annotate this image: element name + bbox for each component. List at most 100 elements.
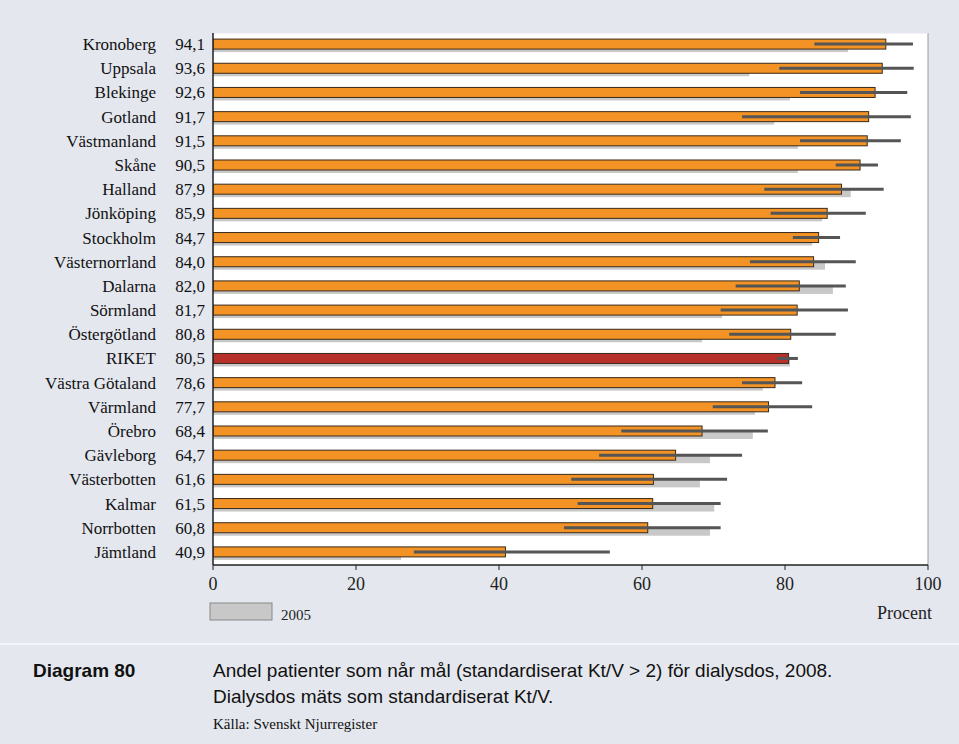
- background: [0, 0, 959, 744]
- error-bar: [599, 454, 742, 457]
- x-axis: [213, 564, 928, 566]
- bar-2008: [213, 208, 827, 218]
- category-label: RIKET: [106, 349, 157, 368]
- marks: [213, 39, 914, 560]
- error-bar: [793, 236, 840, 239]
- data-label: 92,6: [175, 83, 205, 102]
- y-axis: [212, 33, 214, 565]
- data-label: 84,0: [175, 253, 205, 272]
- category-label: Skåne: [114, 156, 156, 175]
- x-tick-label: 40: [490, 574, 508, 594]
- plot-area: [213, 33, 928, 565]
- data-label: 84,7: [175, 229, 205, 248]
- data-label: 81,7: [175, 301, 205, 320]
- chart: 0 20 40 60 80 100 Kronoberg 94,1 Uppsala 93,6 Blek…: [0, 0, 959, 744]
- x-tick-label: 0: [209, 574, 218, 594]
- category-label: Västra Götaland: [45, 374, 156, 393]
- error-bar: [578, 502, 721, 505]
- data-label: 61,5: [175, 495, 205, 514]
- bar-2008: [213, 305, 797, 315]
- category-label: Örebro: [108, 422, 156, 441]
- data-label: 93,6: [175, 59, 205, 78]
- error-bar: [800, 91, 907, 94]
- category-label: Västmanland: [66, 132, 156, 151]
- bar-2008: [213, 353, 789, 363]
- error-bar: [771, 212, 866, 215]
- title: Diagram 80: [33, 660, 135, 681]
- data-label: 87,9: [175, 180, 205, 199]
- annotation: Dialysdos mäts som standardiserat Kt/V.: [213, 686, 553, 707]
- x-tick: [642, 565, 643, 570]
- error-bar: [414, 550, 610, 553]
- error-bar: [779, 67, 913, 70]
- x-tick: [356, 565, 357, 570]
- error-bar: [777, 357, 798, 360]
- bar-2008: [213, 281, 799, 291]
- category-label: Jönköping: [85, 204, 156, 223]
- error-bar: [736, 284, 846, 287]
- error-bar: [742, 115, 911, 118]
- frame-top: [213, 33, 928, 34]
- error-bar: [764, 188, 883, 191]
- category-label: Uppsala: [100, 59, 156, 78]
- x-tick-label: 60: [633, 574, 651, 594]
- error-bar: [571, 478, 727, 481]
- data-label: 82,0: [175, 277, 205, 296]
- error-bar: [713, 405, 812, 408]
- category-label: Halland: [102, 180, 156, 199]
- bar-2008: [213, 184, 841, 194]
- bar-2008: [213, 378, 775, 388]
- data-label: 91,7: [175, 108, 205, 127]
- data-label: 60,8: [175, 519, 205, 538]
- category-label: Kalmar: [105, 495, 156, 514]
- page: {"chart_data": { "type": "bar", "orienta…: [0, 0, 959, 744]
- data-label: 90,5: [175, 156, 205, 175]
- bar-2008: [213, 402, 769, 412]
- category-label: Västerbotten: [69, 470, 156, 489]
- data-label: 80,5: [175, 349, 205, 368]
- source: Källa: Svenskt Njurregister: [213, 716, 377, 732]
- category-label: Sörmland: [90, 301, 157, 320]
- x-tick-label: 100: [915, 574, 942, 594]
- data-label: 77,7: [175, 398, 205, 417]
- data-label: 94,1: [175, 35, 205, 54]
- error-bar: [836, 164, 878, 167]
- error-bar: [721, 309, 848, 312]
- x-tick: [213, 565, 214, 570]
- category-label: Östergötland: [68, 325, 156, 344]
- category-label: Dalarna: [102, 277, 156, 296]
- data-label: 40,9: [175, 543, 205, 562]
- category-label: Kronoberg: [83, 35, 157, 54]
- frame-right: [928, 33, 929, 565]
- bar-2008: [213, 39, 886, 49]
- bar-2008: [213, 233, 819, 243]
- category-label: Blekinge: [95, 83, 156, 102]
- legend-swatch: [210, 603, 272, 620]
- x-tick-label: 80: [776, 574, 794, 594]
- error-bar: [742, 381, 802, 384]
- error-bar: [621, 430, 768, 433]
- bar-2008: [213, 160, 860, 170]
- data-label: 68,4: [175, 422, 205, 441]
- legend-label: 2005: [281, 607, 311, 623]
- error-bar: [750, 260, 856, 263]
- error-bar: [814, 43, 913, 46]
- x-tick: [499, 565, 500, 570]
- category-label: Stockholm: [82, 229, 156, 248]
- x-tick: [785, 565, 786, 570]
- x-tick-label: 20: [347, 574, 365, 594]
- error-bar: [729, 333, 836, 336]
- subtitle: Andel patienter som når mål (standardise…: [213, 660, 832, 681]
- error-bar: [800, 139, 901, 142]
- category-label: Gotland: [101, 108, 156, 127]
- x-axis-label: Procent: [877, 603, 932, 623]
- bar-2008: [213, 257, 814, 267]
- category-label: Norrbotten: [81, 519, 156, 538]
- separator: [0, 643, 959, 645]
- category-label: Värmland: [88, 398, 156, 417]
- data-label: 91,5: [175, 132, 205, 151]
- error-bar: [564, 526, 721, 529]
- data-label: 78,6: [175, 374, 205, 393]
- category-label: Västernorrland: [54, 253, 156, 272]
- bar-2008: [213, 87, 875, 97]
